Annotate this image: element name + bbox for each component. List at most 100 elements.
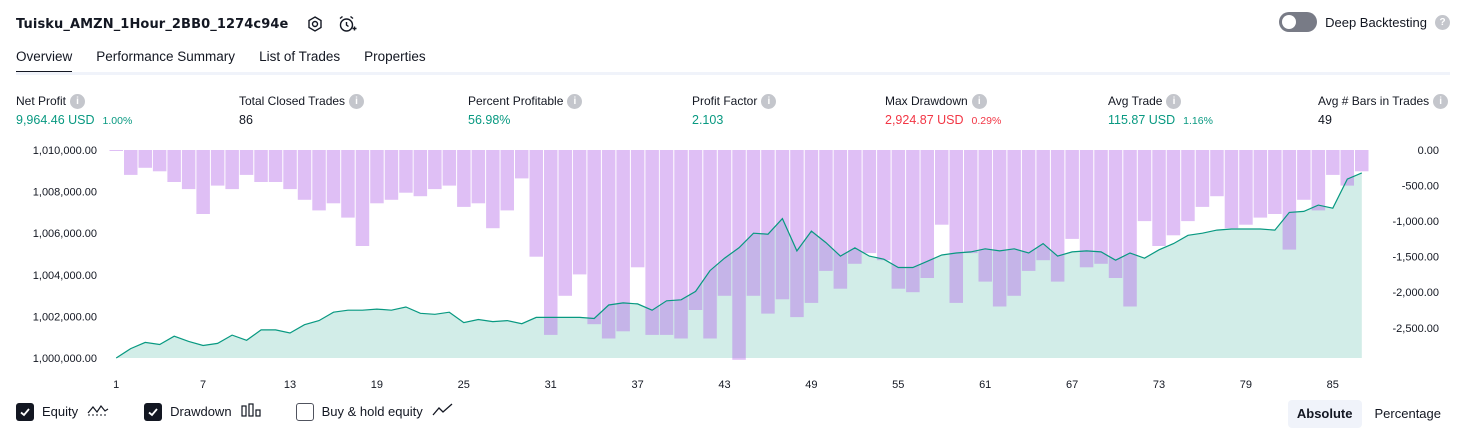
drawdown-bar bbox=[442, 150, 457, 186]
info-icon[interactable]: i bbox=[761, 93, 777, 109]
metric-label: Profit Factor bbox=[692, 94, 758, 108]
info-icon[interactable]: i bbox=[567, 93, 583, 109]
equity-drawdown-chart[interactable]: 1,010,000.00 1,008,000.00 1,006,000.00 1,00… bbox=[0, 138, 1466, 396]
drawdown-bar bbox=[210, 150, 225, 186]
metric-percent: 0.29% bbox=[971, 115, 1002, 127]
tab-list-of-trades[interactable]: List of Trades bbox=[259, 49, 341, 64]
equity-checkbox[interactable] bbox=[16, 402, 34, 421]
drawdown-bar bbox=[283, 150, 297, 190]
equity-area bbox=[116, 172, 1362, 358]
info-icon[interactable]: i bbox=[1166, 93, 1182, 109]
drawdown-bar bbox=[558, 150, 572, 296]
drawdown-bar bbox=[1094, 150, 1108, 264]
drawdown-bar bbox=[196, 150, 210, 214]
x-axis-tick-label: 13 bbox=[284, 379, 296, 391]
metric-label: Avg # Bars in Trades bbox=[1318, 94, 1430, 108]
x-axis-tick-label: 55 bbox=[892, 379, 904, 391]
info-icon[interactable]: i bbox=[70, 93, 86, 109]
drawdown-bar bbox=[384, 150, 399, 200]
tab-performance-summary[interactable]: Performance Summary bbox=[96, 49, 236, 64]
metric-label: Avg Trade bbox=[1108, 94, 1163, 108]
drawdown-bar bbox=[1181, 150, 1195, 222]
drawdown-bar bbox=[833, 150, 848, 289]
drawdown-bar bbox=[659, 150, 674, 335]
metric-total-closed-trades: Total Closed Trades i 86 bbox=[239, 93, 365, 127]
legend-buy-hold-equity[interactable]: Buy & hold equity bbox=[295, 402, 455, 421]
metric-value: 56.98% bbox=[468, 113, 511, 127]
metric-label: Total Closed Trades bbox=[239, 94, 346, 108]
left-axis-tick-label: 1,004,000.00 bbox=[33, 270, 97, 282]
x-axis-tick-label: 61 bbox=[979, 379, 991, 391]
drawdown-bar bbox=[819, 150, 833, 271]
legend-label: Equity bbox=[42, 404, 79, 419]
drawdown-bar bbox=[152, 150, 167, 172]
buy-hold-line-icon bbox=[431, 402, 455, 421]
drawdown-bar bbox=[1137, 150, 1152, 222]
drawdown-bar bbox=[572, 150, 587, 275]
info-icon[interactable]: i bbox=[971, 93, 987, 109]
drawdown-checkbox[interactable] bbox=[144, 402, 163, 421]
left-axis-tick-label: 1,008,000.00 bbox=[33, 187, 97, 199]
drawdown-bar bbox=[862, 150, 877, 254]
drawdown-bar bbox=[428, 150, 442, 190]
gear-icon[interactable] bbox=[304, 13, 326, 35]
strategy-name: Tuisku_AMZN_1Hour_2BB0_1274c94e bbox=[16, 16, 289, 32]
metric-net-profit: Net Profit i 9,964.46 USD 1.00% bbox=[16, 93, 132, 127]
metric-value: 2,924.87 USD bbox=[885, 113, 964, 127]
tab-properties[interactable]: Properties bbox=[364, 49, 426, 64]
drawdown-bar bbox=[1108, 150, 1123, 278]
drawdown-bar bbox=[1268, 150, 1282, 214]
right-axis-tick-label: 0.00 bbox=[1418, 145, 1439, 157]
drawdown-bar bbox=[268, 150, 283, 182]
metric-value: 115.87 USD bbox=[1108, 113, 1176, 127]
absolute-button[interactable]: Absolute bbox=[1287, 400, 1362, 428]
drawdown-bar bbox=[992, 150, 1007, 307]
x-axis-tick-label: 85 bbox=[1327, 379, 1339, 391]
info-icon[interactable]: i bbox=[1433, 93, 1449, 109]
drawdown-bar bbox=[529, 150, 543, 257]
report-header: Tuisku_AMZN_1Hour_2BB0_1274c94e bbox=[16, 10, 358, 38]
metric-value: 2.103 bbox=[692, 113, 724, 127]
alarm-plus-icon[interactable] bbox=[336, 13, 358, 35]
legend-equity[interactable]: Equity bbox=[16, 402, 110, 421]
drawdown-bar bbox=[674, 150, 688, 339]
x-axis-tick-label: 31 bbox=[545, 379, 557, 391]
drawdown-bar bbox=[1297, 150, 1311, 200]
drawdown-bar bbox=[1355, 150, 1369, 172]
drawdown-bar bbox=[978, 150, 992, 282]
drawdown-bar bbox=[1224, 150, 1239, 229]
right-axis-tick-label: -1,000.00 bbox=[1393, 216, 1439, 228]
metric-percent: 1.16% bbox=[1183, 115, 1213, 127]
drawdown-bar bbox=[761, 150, 775, 314]
drawdown-bar bbox=[457, 150, 471, 207]
deep-backtesting-toggle[interactable] bbox=[1279, 12, 1318, 32]
drawdown-bar bbox=[326, 150, 341, 204]
metric-avg-trade: Avg Trade i 115.87 USD 1.16% bbox=[1108, 93, 1213, 127]
metric-value: 86 bbox=[239, 113, 253, 127]
drawdown-bar bbox=[312, 150, 326, 211]
metric-profit-factor: Profit Factor i 2.103 bbox=[692, 93, 777, 127]
drawdown-bar bbox=[1007, 150, 1021, 296]
drawdown-bar bbox=[877, 150, 891, 261]
left-axis-tick-label: 1,002,000.00 bbox=[33, 311, 97, 323]
drawdown-bar bbox=[1253, 150, 1268, 218]
right-axis-tick-label: -2,000.00 bbox=[1393, 287, 1439, 299]
help-icon[interactable]: ? bbox=[1435, 14, 1450, 30]
drawdown-bar bbox=[645, 150, 659, 335]
metric-value: 9,964.46 USD bbox=[16, 113, 95, 127]
drawdown-bars-icon bbox=[240, 402, 262, 421]
percentage-button[interactable]: Percentage bbox=[1374, 406, 1442, 421]
legend-drawdown[interactable]: Drawdown bbox=[144, 402, 261, 421]
view-mode-switch: Absolute Percentage bbox=[1287, 400, 1450, 428]
tab-overview[interactable]: Overview bbox=[16, 44, 73, 74]
metric-label: Net Profit bbox=[16, 94, 67, 108]
report-tabs: Overview Performance Summary List of Tra… bbox=[16, 44, 426, 74]
drawdown-bar bbox=[181, 150, 196, 190]
drawdown-bar bbox=[500, 150, 514, 211]
drawdown-bar bbox=[920, 150, 934, 278]
info-icon[interactable]: i bbox=[349, 93, 365, 109]
drawdown-bar bbox=[355, 150, 370, 246]
drawdown-bar bbox=[587, 150, 601, 325]
buy-hold-checkbox[interactable] bbox=[295, 402, 314, 421]
left-axis-tick-label: 1,000,000.00 bbox=[33, 353, 97, 365]
